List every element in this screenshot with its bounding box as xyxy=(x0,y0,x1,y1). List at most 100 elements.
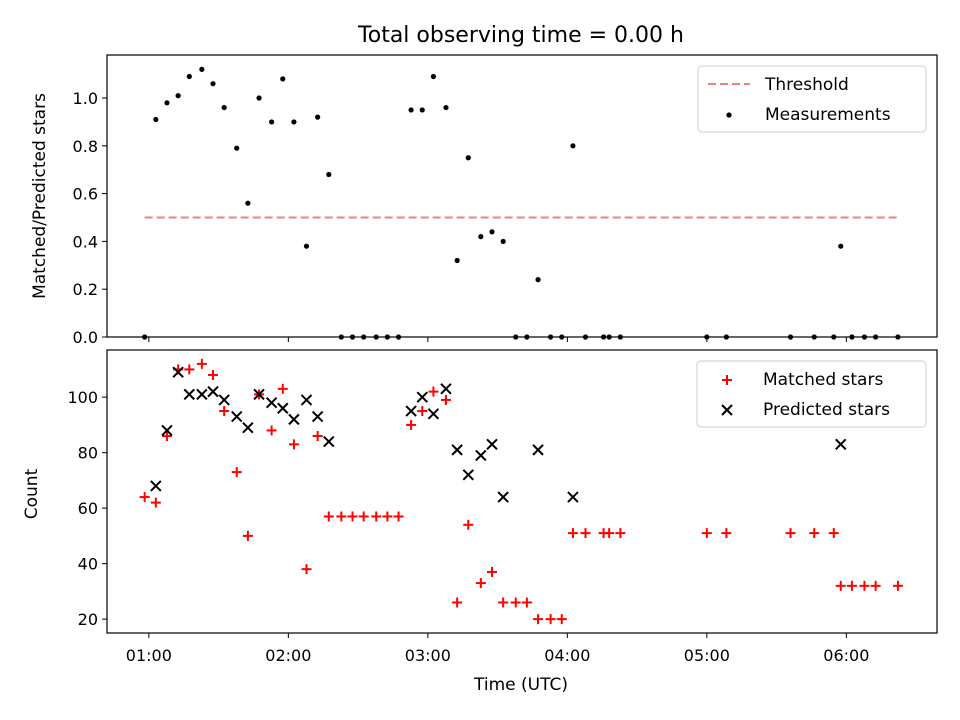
predicted-star-point xyxy=(427,408,440,420)
measurement-point xyxy=(838,243,844,249)
predicted-star-point xyxy=(300,394,313,406)
matched-star-point xyxy=(510,597,521,608)
predicted-star-point xyxy=(288,413,300,426)
ratio-y-tick-label: 0.8 xyxy=(73,137,98,156)
predicted-star-point xyxy=(486,438,498,451)
predicted-star-point xyxy=(183,388,196,401)
matched-star-point xyxy=(150,497,161,508)
matched-star-point xyxy=(721,528,732,539)
predicted-star-point xyxy=(462,469,475,481)
matched-star-point xyxy=(545,614,556,625)
matched-star-point xyxy=(580,528,591,539)
predicted-star-point xyxy=(207,385,219,398)
matched-star-point xyxy=(219,406,230,417)
measurement-point xyxy=(221,104,227,111)
predicted-star-point xyxy=(416,391,428,403)
matched-star-point xyxy=(301,564,312,575)
matched-star-point xyxy=(498,597,509,608)
measurement-point xyxy=(269,119,275,125)
measurement-point xyxy=(245,200,251,206)
count-panel: 20 40 60 80 100 01:00 02:00 03:00 04:00 05:00 06:… xyxy=(22,349,938,695)
predicted-star-point xyxy=(242,421,254,434)
measurement-point xyxy=(256,95,262,101)
count-y-tick-label: 80 xyxy=(78,444,98,463)
predicted-star-point xyxy=(277,402,289,414)
chart-title: Total observing time = 0.00 h xyxy=(357,23,684,48)
x-axis-label: Time (UTC) xyxy=(473,675,568,695)
x-tick-label: 05:00 xyxy=(684,646,730,665)
count-y-tick-label: 60 xyxy=(78,499,98,518)
predicted-star-point xyxy=(451,444,463,456)
matched-star-point xyxy=(892,580,903,591)
matched-star-point xyxy=(828,528,839,539)
measurement-point xyxy=(164,100,170,106)
matched-star-point xyxy=(521,597,532,608)
ratio-y-tick-label: 1.0 xyxy=(73,89,98,108)
predicted-star-point xyxy=(475,449,487,462)
matched-star-point xyxy=(859,580,870,591)
predicted-star-point xyxy=(172,366,184,378)
legend-predicted-label: Predicted stars xyxy=(763,400,890,420)
matched-star-point xyxy=(835,580,846,591)
matched-star-point xyxy=(475,578,486,589)
measurement-point xyxy=(326,171,332,178)
matched-star-point xyxy=(323,511,334,522)
matched-star-point xyxy=(567,528,578,539)
matched-star-point xyxy=(463,519,474,530)
x-tick-label: 03:00 xyxy=(405,646,451,665)
count-y-tick-label: 20 xyxy=(78,610,98,629)
measurement-point xyxy=(303,243,310,249)
matched-star-point xyxy=(533,614,544,625)
matched-star-point xyxy=(417,406,428,417)
legend-matched-swatch xyxy=(722,375,732,385)
matched-star-point xyxy=(196,358,207,369)
predicted-star-point xyxy=(253,388,265,401)
measurement-point xyxy=(280,76,286,82)
matched-star-point xyxy=(382,511,393,522)
measurement-point xyxy=(315,114,321,120)
matched-star-point xyxy=(701,528,712,539)
count-legend: Matched stars Predicted stars xyxy=(696,360,927,428)
matched-star-point xyxy=(266,425,277,436)
matched-star-point xyxy=(336,511,347,522)
matched-star-point xyxy=(242,530,253,541)
matched-star-point xyxy=(785,528,796,539)
predicted-star-point xyxy=(231,410,243,423)
matched-star-point xyxy=(358,511,369,522)
x-tick-label: 01:00 xyxy=(126,646,172,665)
x-tick-label: 02:00 xyxy=(265,646,311,665)
matched-star-point xyxy=(208,369,219,380)
ratio-y-tick-label: 0.0 xyxy=(73,328,98,347)
predicted-star-point xyxy=(323,435,335,448)
matched-star-point xyxy=(452,597,463,608)
count-y-tick-label: 40 xyxy=(78,555,98,574)
predicted-star-point xyxy=(311,410,324,423)
matched-star-point xyxy=(393,511,404,522)
ratio-legend: Threshold Measurements xyxy=(697,65,927,133)
predicted-star-point xyxy=(440,383,452,395)
measurement-point xyxy=(570,143,576,149)
predicted-star-point xyxy=(150,480,162,492)
matched-star-point xyxy=(604,528,615,539)
predicted-star-point xyxy=(265,397,278,409)
measurement-point xyxy=(186,73,192,80)
ratio-y-tick-label: 0.6 xyxy=(73,185,98,204)
measurement-point xyxy=(408,107,414,113)
measurement-point xyxy=(454,257,460,264)
measurement-point xyxy=(489,229,495,235)
measurement-point xyxy=(153,116,159,123)
predicted-star-point xyxy=(532,444,544,456)
matched-star-point xyxy=(406,419,417,430)
measurement-point xyxy=(465,155,471,161)
x-tick-label: 06:00 xyxy=(823,646,869,665)
predicted-star-point xyxy=(835,438,847,451)
measurement-point xyxy=(199,66,205,72)
count-y-axis-label: Count xyxy=(22,468,42,519)
matched-star-point xyxy=(371,511,382,522)
measurement-point xyxy=(478,234,484,240)
measurement-point xyxy=(430,73,437,80)
ratio-panel: 0.0 0.2 0.4 0.6 0.8 1.0 Matched/Predicted sta… xyxy=(30,54,938,347)
ratio-panel-frame xyxy=(106,54,938,338)
legend-predicted-swatch xyxy=(721,404,733,416)
